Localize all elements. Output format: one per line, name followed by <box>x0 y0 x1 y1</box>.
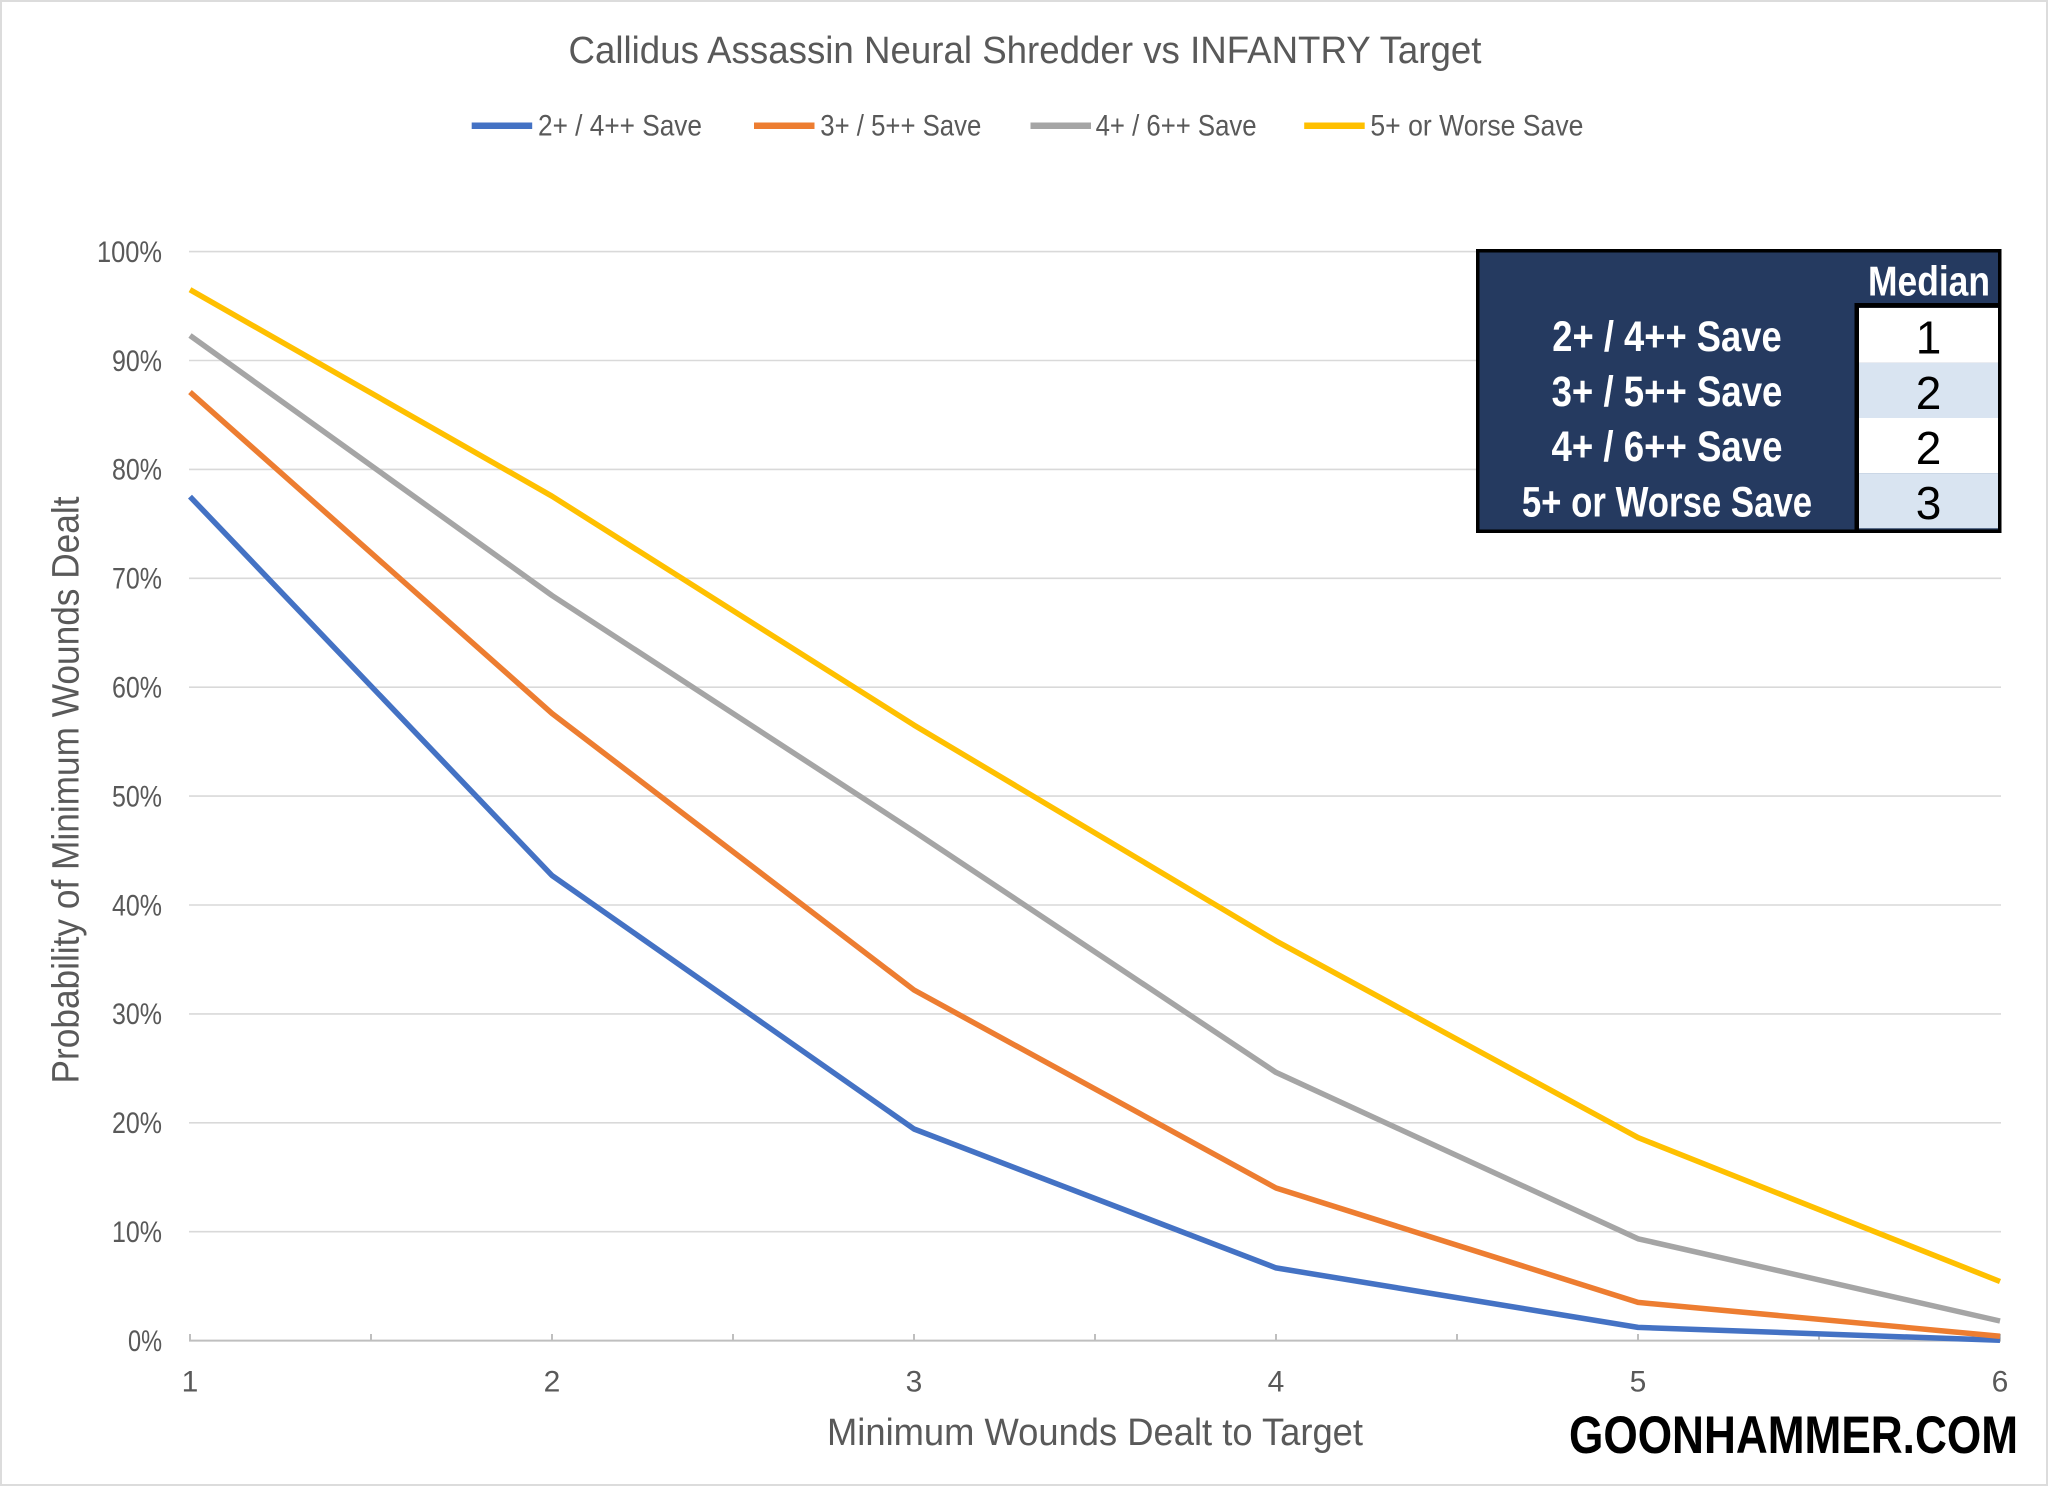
svg-text:Probability of Minimum Wounds: Probability of Minimum Wounds Dealt <box>45 496 88 1083</box>
svg-text:Callidus Assassin Neural Shred: Callidus Assassin Neural Shredder vs INF… <box>569 29 1482 72</box>
svg-text:3+ / 5++ Save: 3+ / 5++ Save <box>1552 368 1783 416</box>
svg-text:90%: 90% <box>112 345 162 378</box>
svg-text:3: 3 <box>1916 477 1942 529</box>
svg-text:5+ or Worse Save: 5+ or Worse Save <box>1522 478 1812 526</box>
svg-text:10%: 10% <box>112 1216 162 1249</box>
svg-text:5+ or Worse Save: 5+ or Worse Save <box>1370 110 1583 143</box>
svg-text:GOONHAMMER.COM: GOONHAMMER.COM <box>1569 1406 2018 1465</box>
svg-text:2+ / 4++ Save: 2+ / 4++ Save <box>1552 313 1781 361</box>
svg-text:6: 6 <box>1992 1366 2009 1399</box>
svg-text:1: 1 <box>1916 312 1942 364</box>
svg-text:50%: 50% <box>112 780 162 813</box>
svg-text:1: 1 <box>182 1366 199 1399</box>
svg-text:2+ / 4++ Save: 2+ / 4++ Save <box>538 110 702 143</box>
svg-text:2: 2 <box>544 1366 561 1399</box>
svg-text:40%: 40% <box>112 889 162 922</box>
svg-text:0%: 0% <box>128 1325 162 1358</box>
svg-text:30%: 30% <box>112 998 162 1031</box>
svg-text:Minimum Wounds Dealt to Target: Minimum Wounds Dealt to Target <box>827 1411 1363 1454</box>
svg-text:3+ / 5++ Save: 3+ / 5++ Save <box>820 110 981 143</box>
svg-text:4: 4 <box>1268 1366 1285 1399</box>
svg-text:60%: 60% <box>112 672 162 705</box>
svg-text:4+ / 6++ Save: 4+ / 6++ Save <box>1096 110 1257 143</box>
svg-text:2: 2 <box>1916 367 1942 419</box>
svg-text:5: 5 <box>1630 1366 1647 1399</box>
svg-text:4+ / 6++ Save: 4+ / 6++ Save <box>1552 423 1783 471</box>
svg-text:3: 3 <box>906 1366 923 1399</box>
svg-text:2: 2 <box>1916 422 1942 474</box>
svg-text:20%: 20% <box>112 1107 162 1140</box>
svg-text:80%: 80% <box>112 454 162 487</box>
svg-text:Median: Median <box>1868 258 1990 305</box>
svg-text:100%: 100% <box>97 236 162 269</box>
svg-text:70%: 70% <box>112 563 162 596</box>
